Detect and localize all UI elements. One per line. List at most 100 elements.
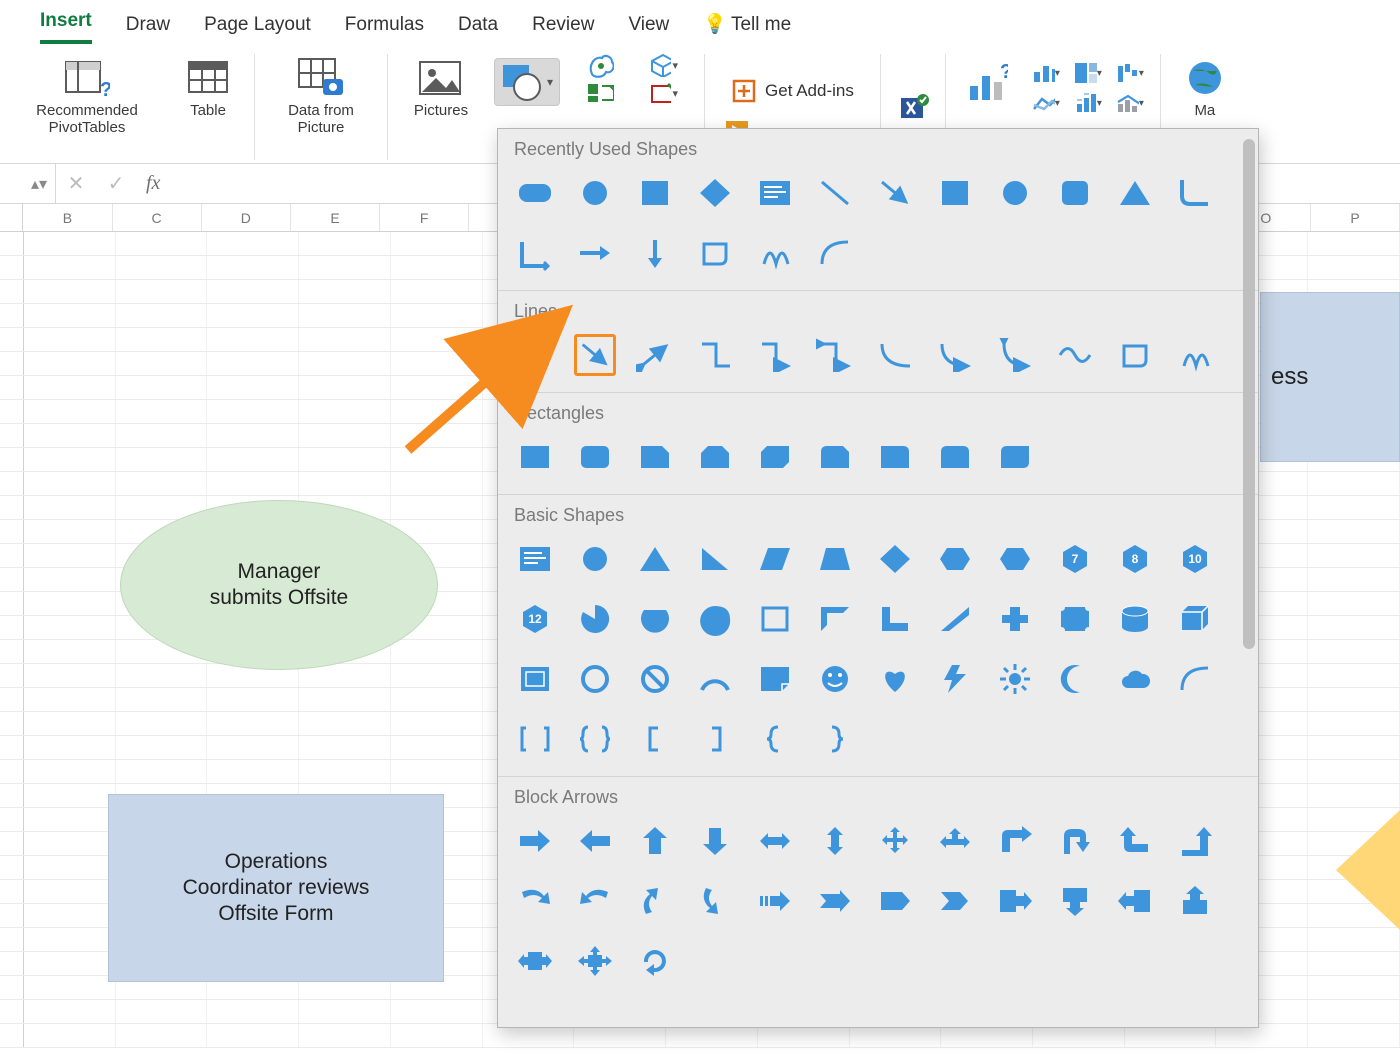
basic-trapezoid[interactable] <box>814 538 856 580</box>
basic-decagon[interactable]: 10 <box>1174 538 1216 580</box>
basic-smiley[interactable] <box>814 658 856 700</box>
basic-double-bracket[interactable] <box>514 718 556 760</box>
ba-callout-left[interactable] <box>1114 880 1156 922</box>
basic-donut-outline[interactable] <box>574 658 616 700</box>
basic-diag-stripe[interactable] <box>934 598 976 640</box>
basic-right-brace[interactable] <box>814 718 856 760</box>
basic-no-symbol[interactable] <box>634 658 676 700</box>
rect-snip-2-same[interactable] <box>694 436 736 478</box>
shape-rounded-rect[interactable] <box>514 172 556 214</box>
rect-round-1[interactable] <box>874 436 916 478</box>
shapes-scrollbar[interactable] <box>1242 135 1256 1021</box>
ba-curved-down[interactable] <box>694 880 736 922</box>
col-header[interactable]: B <box>23 204 112 231</box>
screenshot-button[interactable]: ▾ <box>650 82 678 104</box>
get-addins-button[interactable]: Get Add-ins <box>721 72 864 110</box>
basic-moon[interactable] <box>1054 658 1096 700</box>
rect-snip-round[interactable] <box>814 436 856 478</box>
basic-heptagon[interactable]: 7 <box>1054 538 1096 580</box>
ba-callout-right[interactable] <box>994 880 1036 922</box>
data-from-picture-button[interactable]: Data from Picture <box>271 54 371 137</box>
col-header[interactable]: C <box>113 204 202 231</box>
shape-line-arrow[interactable] <box>874 172 916 214</box>
column-chart-button[interactable]: ▾ <box>1032 62 1060 84</box>
ba-right[interactable] <box>514 820 556 862</box>
smartart-button[interactable] <box>586 82 614 104</box>
basic-textbox[interactable] <box>514 538 556 580</box>
col-header[interactable]: D <box>202 204 291 231</box>
rect[interactable] <box>514 436 556 478</box>
ba-left-right-up[interactable] <box>934 820 976 862</box>
statistic-chart-button[interactable]: ▾ <box>1074 92 1102 114</box>
basic-arc[interactable] <box>1174 658 1216 700</box>
waterfall-button[interactable]: ▾ <box>1116 62 1144 84</box>
basic-sun[interactable] <box>994 658 1036 700</box>
combo-chart-button[interactable]: ▾ <box>1116 92 1144 114</box>
ba-up[interactable] <box>634 820 676 862</box>
cancel-formula-button[interactable]: ✕ <box>56 171 96 196</box>
name-box[interactable]: ▴▾ <box>0 164 56 203</box>
basic-dodecagon[interactable]: 12 <box>514 598 556 640</box>
shape-textbox[interactable] <box>754 172 796 214</box>
ba-curved-up[interactable] <box>634 880 676 922</box>
line-chart-button[interactable]: ▾ <box>1032 92 1060 114</box>
connector-elbow-arrow[interactable] <box>754 334 796 376</box>
shape-oval-2[interactable] <box>994 172 1036 214</box>
icons-button[interactable] <box>586 54 614 76</box>
col-header[interactable]: F <box>380 204 469 231</box>
connector-curve-arrow[interactable] <box>934 334 976 376</box>
ba-left-right[interactable] <box>754 820 796 862</box>
line-arrow[interactable] <box>574 334 616 376</box>
shape-down-arrow[interactable] <box>634 232 676 274</box>
shape-right-arrow[interactable] <box>574 232 616 274</box>
basic-heart[interactable] <box>874 658 916 700</box>
shape-curve[interactable] <box>814 232 856 274</box>
tab-page-layout[interactable]: Page Layout <box>204 8 311 44</box>
pictures-button[interactable]: Pictures <box>404 54 478 119</box>
rect-round-2-diag[interactable] <box>994 436 1036 478</box>
basic-teardrop[interactable] <box>694 598 736 640</box>
ba-left-up[interactable] <box>1114 820 1156 862</box>
line-plain[interactable] <box>514 334 556 376</box>
shape-diamond[interactable] <box>694 172 736 214</box>
basic-chord[interactable] <box>634 598 676 640</box>
connector-curve-double[interactable] <box>994 334 1036 376</box>
visio-button[interactable] <box>897 96 929 118</box>
basic-pie[interactable] <box>574 598 616 640</box>
ba-circular[interactable] <box>634 940 676 982</box>
ba-bent-up[interactable] <box>1174 820 1216 862</box>
shape-freeform[interactable] <box>694 232 736 274</box>
shape-rectangle-2[interactable] <box>934 172 976 214</box>
shape-scribble-loop[interactable] <box>754 232 796 274</box>
ba-down[interactable] <box>694 820 736 862</box>
basic-half-frame[interactable] <box>814 598 856 640</box>
tab-tell-me[interactable]: 💡Tell me <box>703 6 791 44</box>
rect-snip-1[interactable] <box>634 436 676 478</box>
basic-folded-corner[interactable] <box>754 658 796 700</box>
tab-review[interactable]: Review <box>532 8 594 44</box>
basic-bevel[interactable] <box>514 658 556 700</box>
recommended-pivottables-button[interactable]: ? Recommended PivotTables <box>22 54 152 137</box>
curve-tool[interactable] <box>1054 334 1096 376</box>
shape-line[interactable] <box>814 172 856 214</box>
tab-data[interactable]: Data <box>458 8 498 44</box>
ba-left[interactable] <box>574 820 616 862</box>
shape-rounded-rect-2[interactable] <box>1054 172 1096 214</box>
ba-curved-right[interactable] <box>514 880 556 922</box>
basic-right-triangle[interactable] <box>694 538 736 580</box>
basic-cross[interactable] <box>994 598 1036 640</box>
maps-button[interactable]: Ma <box>1177 54 1233 119</box>
basic-left-brace[interactable] <box>754 718 796 760</box>
shapes-dropdown-button[interactable]: ▾ <box>494 58 560 106</box>
col-header[interactable]: P <box>1311 204 1400 231</box>
tab-view[interactable]: View <box>628 8 669 44</box>
shape-elbow-arrow[interactable] <box>514 232 556 274</box>
table-button[interactable]: Table <box>178 54 238 137</box>
ba-notched-right[interactable] <box>814 880 856 922</box>
scribble-tool[interactable] <box>1174 334 1216 376</box>
fx-icon[interactable]: fx <box>136 172 170 195</box>
basic-l-shape[interactable] <box>874 598 916 640</box>
connector-curve[interactable] <box>874 334 916 376</box>
basic-double-brace[interactable] <box>574 718 616 760</box>
basic-cube[interactable] <box>1174 598 1216 640</box>
